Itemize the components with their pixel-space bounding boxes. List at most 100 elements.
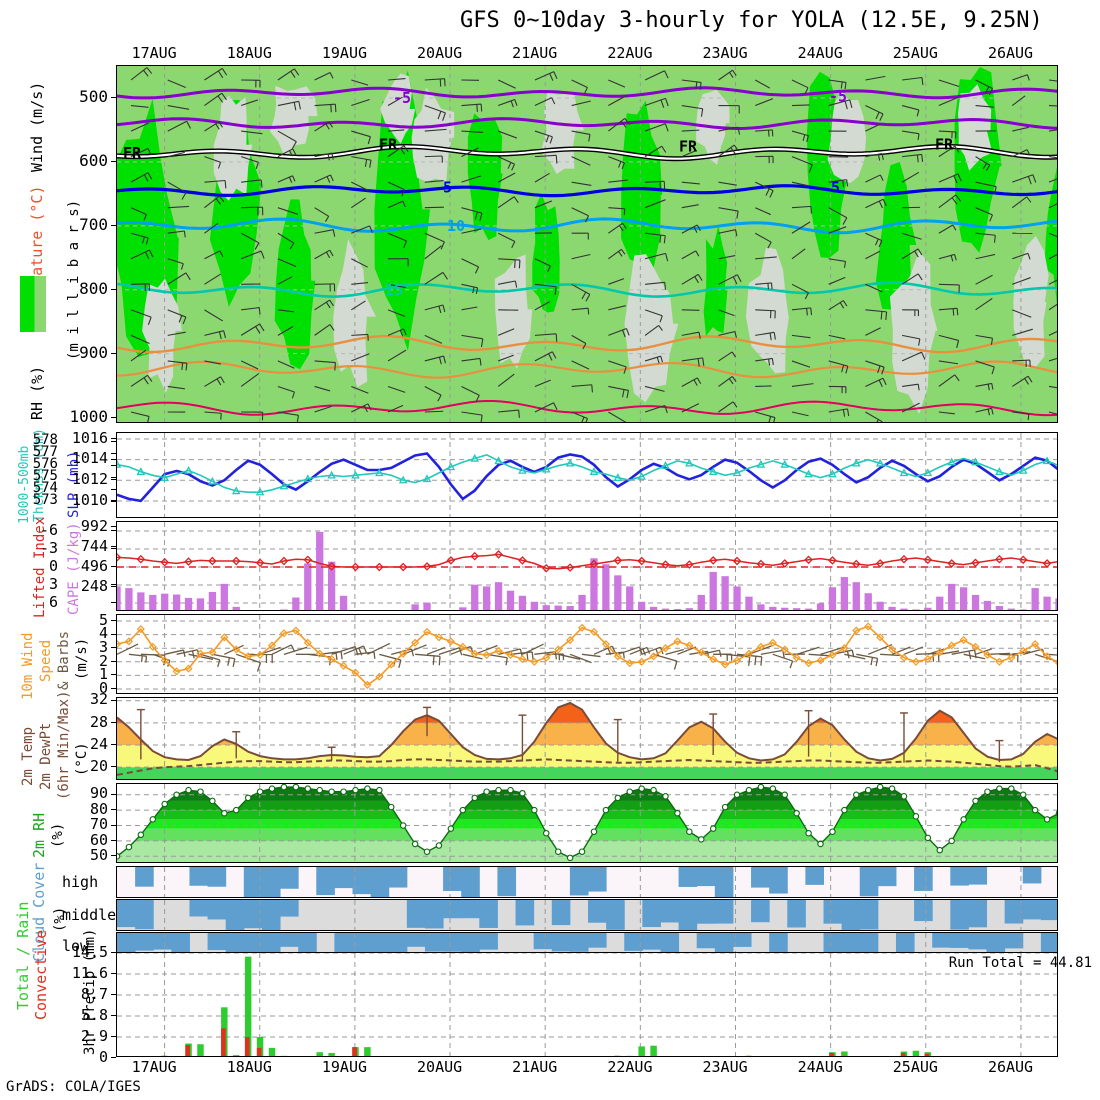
tick-mark [111, 96, 116, 98]
panel-cloud-high[interactable] [116, 866, 1058, 898]
tick-mark [111, 566, 116, 567]
plot-surface [117, 615, 1057, 693]
tick-mark [111, 526, 116, 528]
tick-mark [111, 824, 116, 826]
ytick-wind-3: 3 [98, 637, 108, 656]
tick-mark [111, 1036, 116, 1037]
label-2m-temp: 2m Temp [20, 726, 36, 786]
tick-mark [111, 793, 116, 795]
panel-10m-wind[interactable] [116, 614, 1058, 694]
day-label-20aug: 20AUG [417, 44, 463, 62]
label-rh-pct: RH (%) [28, 365, 46, 420]
label-total-rain: Total / Rain [14, 901, 32, 1010]
day-label-17aug: 17AUG [131, 1058, 177, 1076]
svg-text:FR: FR [935, 136, 954, 154]
ytick-wind-2: 2 [98, 651, 108, 670]
label-2m-rh: 2m RH [30, 812, 48, 858]
tick-mark [111, 688, 116, 689]
ytick-temp-24: 24 [89, 734, 108, 753]
tick-mark [111, 458, 116, 460]
rh-legend-swatch [20, 276, 46, 332]
svg-text:-5: -5 [829, 88, 847, 106]
plot-surface [117, 522, 1057, 610]
ytick-wind-4: 4 [98, 624, 108, 643]
plot-surface [117, 784, 1057, 862]
plot-surface [117, 698, 1057, 779]
ytick-slp-1014: 1014 [71, 449, 108, 468]
tick-mark [111, 699, 116, 701]
ytick-thickness-575: 575 [32, 468, 58, 485]
panel-lifted-index-cape[interactable] [116, 521, 1058, 611]
label-10m-wind: 10m Wind [20, 632, 36, 700]
cloud-row-label-middle: middle [62, 906, 117, 924]
label-rh-pct-unit: (%) [50, 822, 66, 848]
cloud-row-label-high: high [62, 873, 99, 891]
ytick-precip-11.6: 11.6 [71, 963, 108, 982]
label-thickness-range: 1000-500mb [17, 445, 32, 524]
svg-text:FR: FR [123, 144, 142, 162]
ytick-wind-0: 0 [98, 678, 108, 697]
tick-mark [111, 288, 116, 290]
day-label-19aug: 19AUG [321, 1058, 368, 1076]
panel-2m-temp-dewpoint[interactable] [116, 697, 1058, 780]
tick-mark [111, 620, 116, 621]
label-wind-barbs: & Barbs [56, 630, 72, 690]
day-label-24aug: 24AUG [797, 44, 843, 62]
ytick-thickness-574: 574 [32, 480, 58, 497]
ytick-temp-28: 28 [89, 712, 108, 731]
svg-text:-5: -5 [393, 89, 411, 107]
ytick-wind-5: 5 [98, 610, 108, 629]
day-label-18aug: 18AUG [226, 44, 272, 62]
ytick-rh-90: 90 [89, 784, 108, 803]
tick-mark [111, 479, 116, 481]
tick-mark [111, 224, 116, 226]
panel-slp-thickness[interactable] [116, 432, 1058, 518]
svg-text:FR: FR [679, 138, 698, 156]
tick-mark [111, 660, 116, 662]
ytick-precip-2.9: 2.9 [80, 1026, 108, 1045]
label-convective: Convective [32, 929, 50, 1020]
ytick-cape-248: 248 [80, 576, 108, 595]
panel-cloud-middle[interactable] [116, 899, 1058, 931]
label-6hr-minmax: (6hr Min/Max) [56, 690, 72, 800]
ytick-rh-50: 50 [89, 846, 108, 864]
ytick-precip-5.8: 5.8 [80, 1005, 108, 1024]
day-label-17aug: 17AUG [131, 44, 177, 62]
tick-mark [111, 500, 116, 502]
tick-mark [111, 464, 116, 466]
ytick-pressure-900: 900 [79, 342, 108, 362]
tick-mark [111, 416, 116, 418]
svg-text:FR: FR [379, 136, 398, 154]
run-total-annotation: Run Total = 44.81 [948, 955, 1092, 971]
panel-2m-rh[interactable] [116, 783, 1058, 863]
ytick-pressure-600: 600 [79, 150, 108, 170]
panel-upper-air-cross-section[interactable]: -5 -5 FR FR FR FR 5 5 10 15 [116, 65, 1058, 423]
tick-mark [111, 584, 116, 585]
tick-mark [111, 721, 116, 723]
tick-mark [111, 633, 116, 635]
day-label-25aug: 25AUG [892, 1058, 938, 1076]
day-label-20aug: 20AUG [417, 1058, 463, 1076]
day-label-21aug: 21AUG [512, 1058, 558, 1076]
ytick-wind-1: 1 [98, 665, 108, 684]
tick-mark [111, 160, 116, 162]
tick-mark [111, 488, 116, 490]
day-label-26aug: 26AUG [987, 1058, 1034, 1076]
tick-mark [111, 973, 116, 974]
label-temp-units: (°C) [74, 742, 90, 776]
tick-mark [111, 548, 116, 549]
day-label-26aug: 26AUG [987, 44, 1034, 62]
ytick-thickness-573: 573 [32, 492, 58, 509]
cloud-row-label-low: low [62, 936, 90, 955]
ytick-rh-60: 60 [89, 830, 108, 849]
tick-mark [111, 744, 116, 746]
ytick-rh-80: 80 [89, 799, 108, 818]
day-label-23aug: 23AUG [702, 44, 748, 62]
tick-mark [111, 674, 116, 676]
day-label-21aug: 21AUG [512, 44, 558, 62]
plot-surface [117, 953, 1057, 1056]
tick-mark [111, 530, 116, 531]
panel-3hr-precip[interactable] [116, 952, 1058, 1057]
ytick-li--3: -3 [39, 538, 58, 557]
tick-mark [111, 585, 116, 587]
